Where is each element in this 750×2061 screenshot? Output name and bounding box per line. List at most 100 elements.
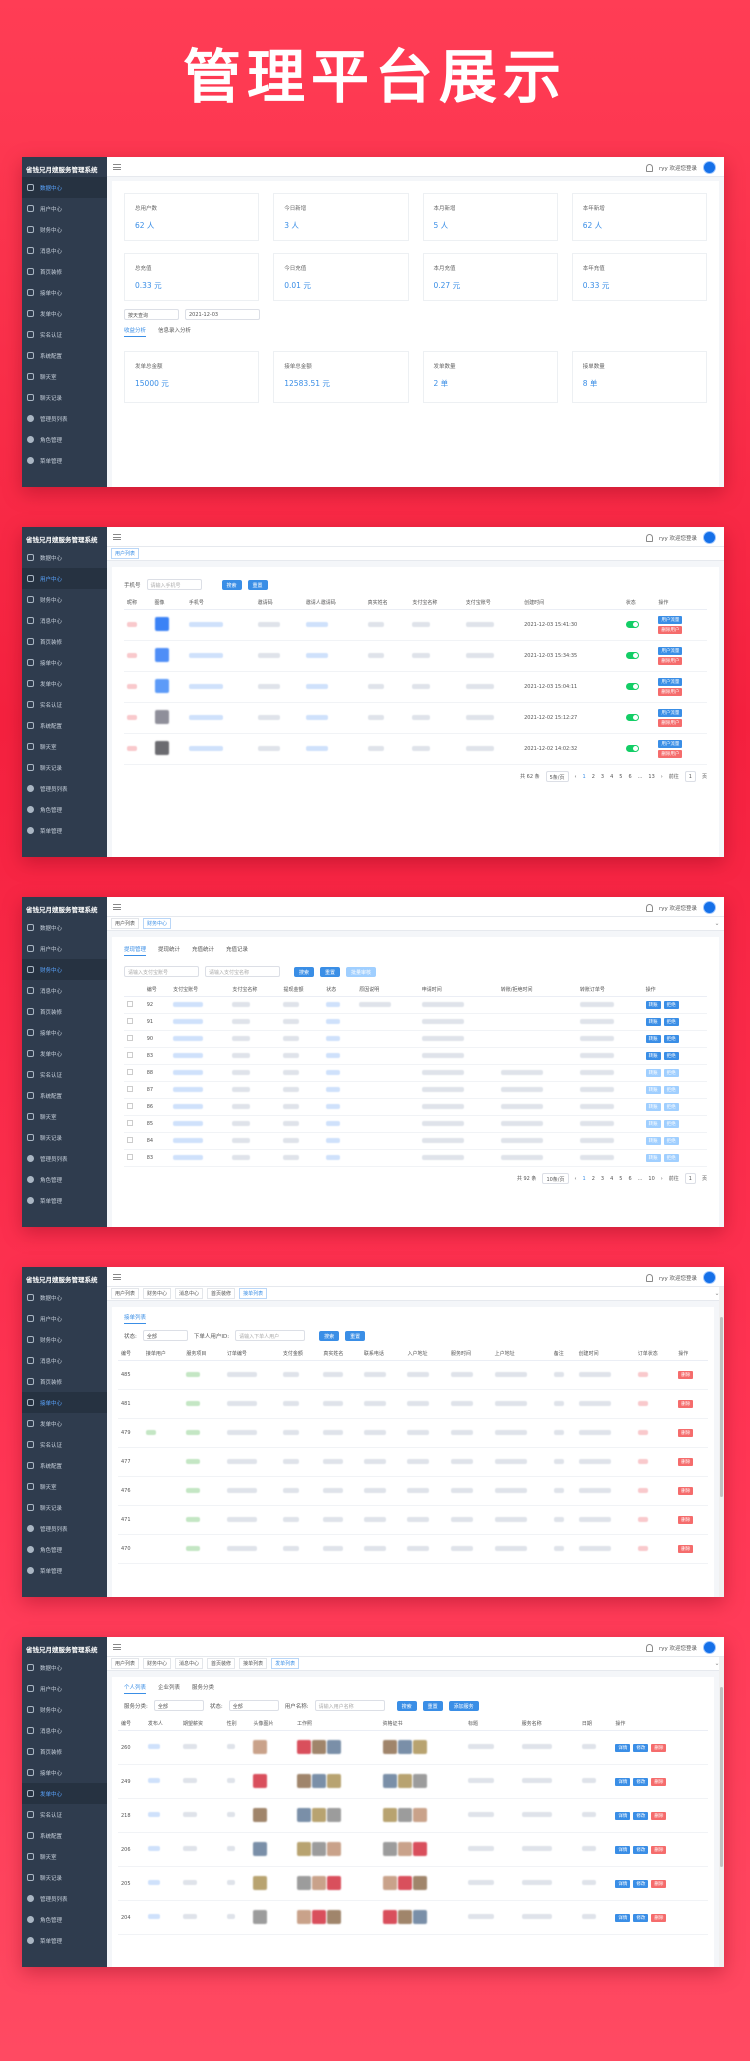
sidebar-item[interactable]: 发单中心 — [22, 1783, 107, 1804]
sidebar-item[interactable]: 角色管理 — [22, 799, 107, 820]
transfer-button[interactable]: 转账 — [645, 1018, 661, 1026]
reset-button[interactable]: 重置 — [320, 966, 341, 977]
search-button[interactable]: 搜索 — [396, 1700, 417, 1711]
chevron-down-icon[interactable]: ⌄ — [714, 1660, 720, 1667]
sidebar-item[interactable]: 接单中心 — [22, 652, 107, 673]
sub-tab[interactable]: 提现管理 — [124, 945, 147, 956]
sidebar-item[interactable]: 菜单管理 — [22, 450, 107, 471]
page-number[interactable]: 1 — [582, 773, 586, 780]
bell-icon[interactable] — [645, 903, 653, 912]
transfer-button[interactable]: 转账 — [645, 1120, 661, 1128]
chevron-left-icon[interactable]: ‹ — [574, 773, 577, 780]
photo-thumbnail[interactable] — [412, 1841, 427, 1856]
page-number[interactable]: 6 — [628, 773, 632, 780]
sidebar-item[interactable]: 发单中心 — [22, 1413, 107, 1434]
alipay-name-input[interactable]: 请输入支付宝名称 — [205, 966, 280, 977]
photo-thumbnail[interactable] — [397, 1909, 412, 1924]
reject-button[interactable]: 拒绝 — [663, 1018, 679, 1026]
sidebar-item[interactable]: 首页装修 — [22, 1001, 107, 1022]
page-tab[interactable]: 用户列表 — [111, 1288, 140, 1299]
delete-button[interactable]: 删除 — [678, 1371, 694, 1379]
hamburger-icon[interactable] — [113, 163, 121, 170]
avatar[interactable] — [703, 1271, 716, 1284]
date-input[interactable]: 2021-12-03 — [185, 309, 260, 320]
photo-thumbnail[interactable] — [297, 1773, 312, 1788]
edit-button[interactable]: 修改 — [633, 1777, 649, 1786]
chevron-right-icon[interactable]: › — [660, 773, 663, 780]
bell-icon[interactable] — [645, 533, 653, 542]
sidebar-item[interactable]: 消息中心 — [22, 240, 107, 261]
photo-thumbnail[interactable] — [297, 1875, 312, 1890]
sidebar-item[interactable]: 财务中心 — [22, 959, 107, 980]
photo-thumbnail[interactable] — [412, 1875, 427, 1890]
sidebar-item[interactable]: 用户中心 — [22, 1308, 107, 1329]
sidebar-item[interactable]: 系统配置 — [22, 1085, 107, 1106]
avatar[interactable] — [703, 161, 716, 174]
sidebar-item[interactable]: 聊天室 — [22, 366, 107, 387]
photo-thumbnail[interactable] — [312, 1841, 327, 1856]
phone-input[interactable]: 请输入手机号 — [146, 579, 202, 590]
sidebar-item[interactable]: 角色管理 — [22, 1169, 107, 1190]
photo-thumbnail[interactable] — [327, 1841, 342, 1856]
photo-thumbnail[interactable] — [297, 1807, 312, 1822]
sidebar-item[interactable]: 实名认证 — [22, 1804, 107, 1825]
avatar[interactable] — [703, 901, 716, 914]
photo-thumbnail[interactable] — [382, 1773, 397, 1788]
sidebar-item[interactable]: 管理员列表 — [22, 408, 107, 429]
edit-button[interactable]: 修改 — [633, 1743, 649, 1752]
transfer-button[interactable]: 转账 — [645, 1035, 661, 1043]
sidebar-item[interactable]: 聊天记录 — [22, 1867, 107, 1888]
page-number[interactable]: 13 — [648, 773, 655, 780]
page-tab[interactable]: 首页装修 — [207, 1658, 236, 1669]
user-name-input[interactable]: 请输入用户名称 — [314, 1700, 385, 1711]
photo-thumbnail[interactable] — [397, 1739, 412, 1754]
hamburger-icon[interactable] — [113, 1273, 121, 1280]
page-tab[interactable]: 接单列表 — [239, 1658, 268, 1669]
sidebar-item[interactable]: 菜单管理 — [22, 1930, 107, 1951]
sidebar-item[interactable]: 聊天记录 — [22, 1497, 107, 1518]
page-number[interactable]: 3 — [600, 773, 605, 780]
transfer-button[interactable]: 转账 — [645, 1052, 661, 1060]
photo-thumbnail[interactable] — [253, 1739, 268, 1754]
sub-tab[interactable]: 充值记录 — [226, 947, 249, 953]
photo-thumbnail[interactable] — [397, 1841, 412, 1856]
sidebar-item[interactable]: 接单中心 — [22, 282, 107, 303]
edit-button[interactable]: 修改 — [633, 1811, 649, 1820]
photo-thumbnail[interactable] — [297, 1739, 312, 1754]
photo-thumbnail[interactable] — [382, 1739, 397, 1754]
sidebar-item[interactable]: 用户中心 — [22, 1678, 107, 1699]
delete-button[interactable]: 删除 — [651, 1811, 667, 1820]
chevron-down-icon[interactable]: ⌄ — [714, 1290, 720, 1297]
status-toggle[interactable] — [625, 713, 639, 721]
photo-thumbnail[interactable] — [412, 1773, 427, 1788]
photo-thumbnail[interactable] — [412, 1739, 427, 1754]
sidebar-item[interactable]: 消息中心 — [22, 610, 107, 631]
photo-thumbnail[interactable] — [312, 1875, 327, 1890]
sidebar-item[interactable]: 实名认证 — [22, 694, 107, 715]
page-number[interactable]: 3 — [600, 1175, 605, 1182]
tab-income[interactable]: 收益分析 — [124, 326, 147, 337]
delete-button[interactable]: 删除 — [651, 1913, 667, 1922]
page-tab[interactable]: 财务中心 — [143, 1288, 172, 1299]
sidebar-item[interactable]: 实名认证 — [22, 1434, 107, 1455]
photo-thumbnail[interactable] — [297, 1909, 312, 1924]
sidebar-item[interactable]: 发单中心 — [22, 1043, 107, 1064]
sidebar-item[interactable]: 财务中心 — [22, 1329, 107, 1350]
state-select[interactable]: 全部 — [228, 1700, 279, 1711]
sidebar-item[interactable]: 接单中心 — [22, 1762, 107, 1783]
state-select[interactable]: 全部 — [142, 1330, 188, 1341]
photo-thumbnail[interactable] — [397, 1773, 412, 1788]
user-flow-button[interactable]: 用户流量 — [658, 647, 683, 655]
row-checkbox[interactable] — [127, 1120, 133, 1126]
row-checkbox[interactable] — [127, 1103, 133, 1109]
sidebar-item[interactable]: 首页装修 — [22, 261, 107, 282]
page-tab[interactable]: 消息中心 — [175, 1658, 204, 1669]
delete-button[interactable]: 删除 — [678, 1545, 694, 1553]
chevron-left-icon[interactable]: ‹ — [574, 1175, 577, 1182]
bell-icon[interactable] — [645, 1643, 653, 1652]
photo-thumbnail[interactable] — [397, 1807, 412, 1822]
reject-button[interactable]: 拒绝 — [663, 1086, 679, 1094]
page-number[interactable]: 4 — [610, 1175, 614, 1182]
photo-thumbnail[interactable] — [397, 1875, 412, 1890]
sidebar-item[interactable]: 数据中心 — [22, 1287, 107, 1308]
